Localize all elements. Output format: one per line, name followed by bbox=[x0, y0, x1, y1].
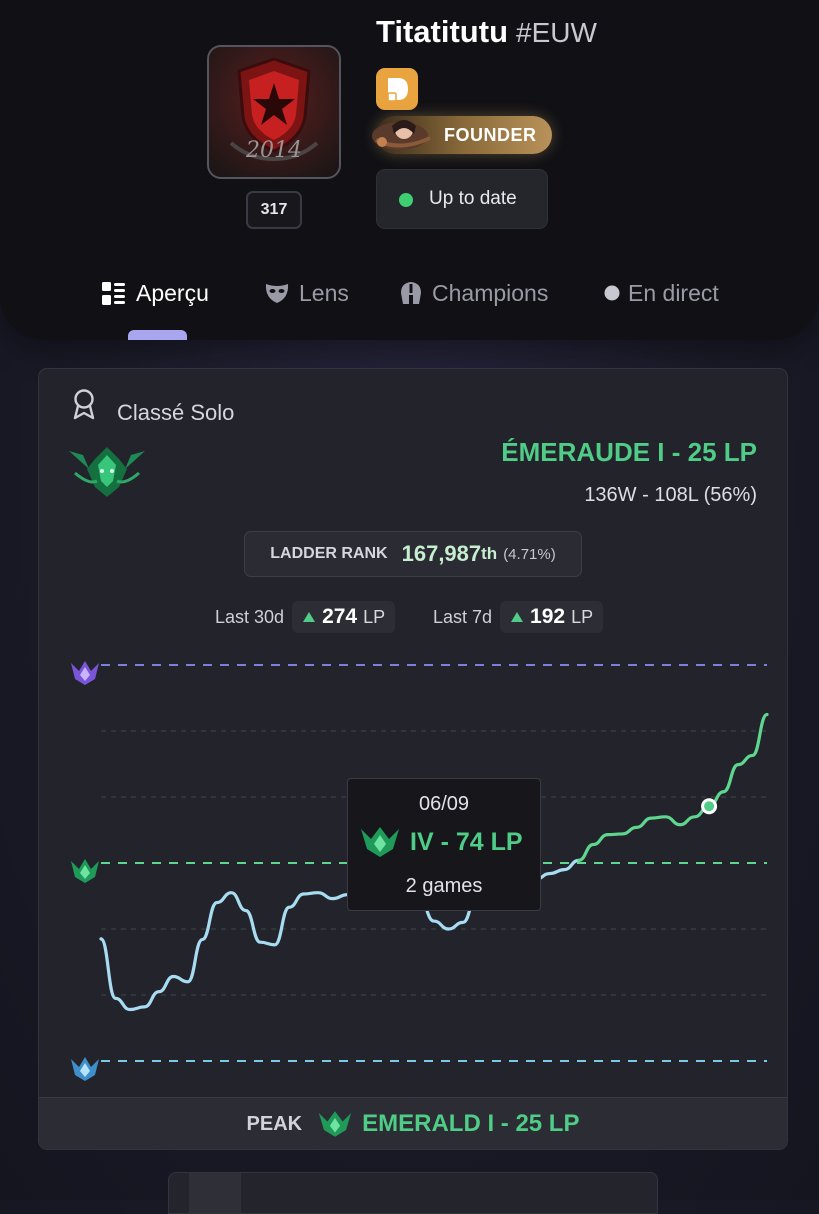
gambit-emblem-icon: 2014 bbox=[209, 47, 339, 177]
helmet-icon bbox=[400, 281, 422, 305]
lp-delta-7d-label: Last 7d bbox=[433, 606, 493, 627]
queue-label: Classé Solo bbox=[117, 400, 235, 425]
tab-lens[interactable]: Lens bbox=[265, 276, 349, 310]
up-arrow-icon bbox=[511, 612, 524, 622]
current-rank: ÉMERAUDE I - 25 LP bbox=[501, 437, 757, 467]
update-status-button[interactable]: Up to date bbox=[376, 169, 548, 229]
chart-tooltip: 06/09 IV - 74 LP 2 games bbox=[347, 778, 541, 911]
up-arrow-icon bbox=[303, 612, 316, 622]
peak-rank: EMERALD I - 25 LP bbox=[362, 1110, 580, 1137]
lp-delta-7d-chip: 192 LP bbox=[500, 601, 604, 633]
lp-delta-7d-value: 192 bbox=[530, 605, 566, 628]
emerald-tier-icon bbox=[318, 1111, 352, 1137]
tab-live[interactable]: En direct bbox=[604, 276, 719, 310]
highlight-point[interactable] bbox=[704, 801, 715, 812]
lp-unit-label: LP bbox=[571, 606, 594, 627]
tab-lens-label: Lens bbox=[299, 279, 349, 306]
platinum-tier-icon bbox=[71, 1057, 99, 1081]
ladder-rank-suffix: th bbox=[481, 544, 498, 563]
tab-overview-label: Aperçu bbox=[136, 279, 209, 306]
summoner-name-text: Titatitutu bbox=[376, 14, 509, 49]
emerald-tier-icon bbox=[71, 859, 99, 883]
lp-delta-30d-label: Last 30d bbox=[215, 606, 285, 627]
lp-delta-7d: Last 7d 192 LP bbox=[433, 600, 604, 634]
lp-line-emerald-segment bbox=[577, 712, 769, 862]
ladder-rank-value: 167,987 bbox=[401, 541, 482, 566]
ranked-solo-card: Classé Solo ÉMERAUDE I - 25 LP 136W - 10… bbox=[38, 368, 788, 1150]
tab-champions[interactable]: Champions bbox=[400, 276, 548, 310]
tab-champions-label: Champions bbox=[432, 279, 549, 306]
level-badge: 317 bbox=[246, 191, 302, 229]
emerald-tier-icon bbox=[361, 827, 399, 857]
peak-label: PEAK bbox=[246, 1112, 303, 1135]
ladder-rank-label: LADDER RANK bbox=[270, 545, 388, 562]
queue-filter-active-segment[interactable] bbox=[189, 1173, 241, 1213]
tooltip-games: 2 games bbox=[405, 875, 483, 897]
avatar-year-text: 2014 bbox=[245, 138, 302, 163]
ladder-rank-badge[interactable]: LADDER RANK 167,987 th (4.71%) bbox=[244, 531, 582, 577]
tooltip-date: 06/09 bbox=[418, 793, 470, 815]
mask-icon bbox=[265, 282, 289, 304]
live-dot-icon bbox=[604, 285, 620, 301]
peak-rank-bar: PEAK EMERALD I - 25 LP bbox=[39, 1097, 787, 1149]
queue-filter-bar[interactable] bbox=[168, 1172, 658, 1214]
profile-header: 2014 317 Titatitutu #EUW FOUNDER Up to da… bbox=[0, 0, 819, 340]
ribbon-award-icon bbox=[73, 389, 95, 420]
tab-overview[interactable]: Aperçu bbox=[101, 276, 209, 310]
win-loss-record: 136W - 108L (56%) bbox=[584, 484, 757, 506]
status-dot-icon bbox=[399, 193, 413, 207]
lp-delta-30d-chip: 274 LP bbox=[292, 601, 396, 633]
grid-icon bbox=[101, 281, 126, 306]
founder-badge[interactable]: FOUNDER bbox=[372, 116, 552, 154]
tooltip-rank-text: IV - 74 LP bbox=[410, 827, 523, 856]
tier-icons bbox=[71, 661, 99, 1081]
summoner-name: Titatitutu #EUW bbox=[376, 14, 597, 50]
app-badge-icon[interactable] bbox=[376, 68, 418, 110]
profile-avatar[interactable]: 2014 bbox=[207, 45, 341, 179]
lp-delta-30d-value: 274 bbox=[322, 605, 358, 628]
active-tab-indicator bbox=[128, 330, 187, 340]
chart-grid bbox=[101, 664, 767, 1062]
founder-avatar-icon bbox=[372, 120, 431, 150]
founder-label: FOUNDER bbox=[444, 125, 537, 145]
lp-delta-30d: Last 30d 274 LP bbox=[215, 600, 396, 634]
ladder-rank-percent: (4.71%) bbox=[503, 545, 556, 563]
diamond-tier-icon bbox=[71, 661, 99, 685]
emerald-emblem-icon bbox=[69, 447, 145, 497]
tab-live-label: En direct bbox=[628, 279, 719, 306]
lp-unit-label: LP bbox=[363, 606, 386, 627]
summoner-tag: #EUW bbox=[516, 17, 597, 48]
lp-points bbox=[701, 798, 718, 815]
update-status-label: Up to date bbox=[429, 188, 517, 209]
tooltip-rank: IV - 74 LP bbox=[360, 827, 523, 857]
